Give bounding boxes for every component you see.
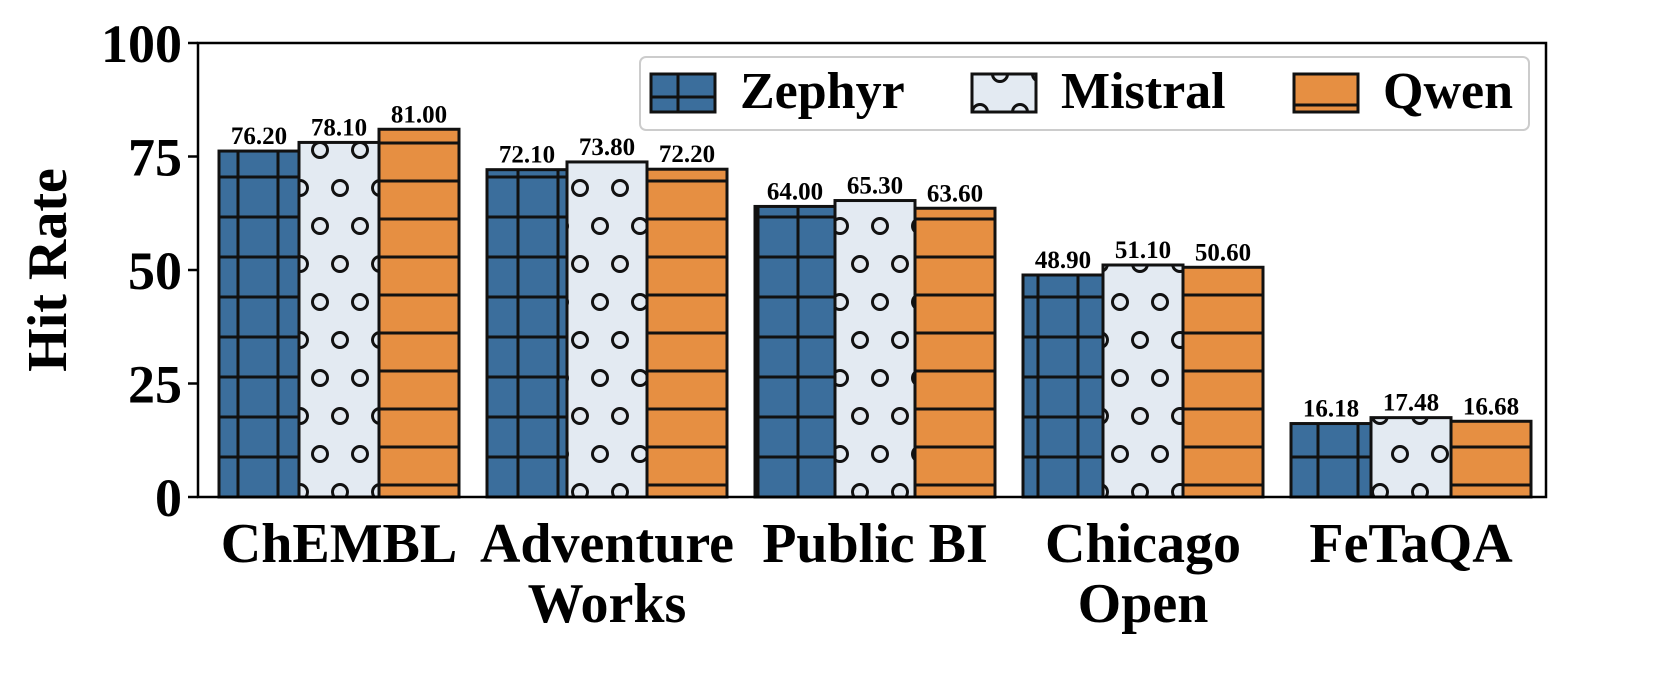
legend-label-qwen: Qwen <box>1383 63 1513 120</box>
bar-qwen <box>1449 419 1533 499</box>
y-axis: 0 25 50 75 100 <box>101 14 198 528</box>
data-label: 73.80 <box>579 134 635 161</box>
data-label: 48.90 <box>1035 247 1091 274</box>
bar-mistral <box>1369 416 1453 499</box>
data-label: 16.68 <box>1463 393 1519 420</box>
bar-qwen <box>377 127 461 499</box>
x-category-label: Works <box>528 573 687 635</box>
bar-mistral <box>833 199 917 499</box>
data-label: 72.10 <box>499 142 555 169</box>
bar-zephyr <box>217 149 301 499</box>
y-tick-label: 0 <box>155 468 182 528</box>
bar-qwen <box>645 167 729 499</box>
data-label: 78.10 <box>311 114 367 141</box>
bar-qwen <box>913 206 997 499</box>
bar-zephyr <box>1021 273 1105 499</box>
data-label: 65.30 <box>847 173 903 200</box>
data-label: 51.10 <box>1115 237 1171 264</box>
bar-mistral <box>297 140 381 499</box>
x-category-label: Chicago <box>1045 513 1241 575</box>
x-category-label: ChEMBL <box>221 513 458 575</box>
data-labels-layer: 76.20 78.10 81.00 72.10 73.80 72.20 64.00 65.30… <box>231 101 1519 422</box>
bar-zephyr <box>485 168 569 499</box>
legend-label-mistral: Mistral <box>1061 63 1226 120</box>
y-tick-label: 75 <box>128 128 182 188</box>
legend-swatch-mistral <box>970 72 1038 114</box>
x-category-label: Adventure <box>480 513 734 575</box>
data-label: 81.00 <box>391 101 447 128</box>
bar-zephyr <box>1289 422 1373 499</box>
bar-mistral <box>1101 263 1185 499</box>
bar-mistral <box>565 160 649 499</box>
y-tick-label: 25 <box>128 355 182 415</box>
legend-swatch-zephyr <box>649 72 717 114</box>
data-label: 63.60 <box>927 180 983 207</box>
legend-label-zephyr: Zephyr <box>740 63 905 120</box>
legend: Zephyr Mistral Qwen <box>639 56 1530 131</box>
bars-layer <box>217 127 1533 499</box>
data-label: 64.00 <box>767 178 823 205</box>
y-tick-label: 50 <box>128 241 182 301</box>
y-tick-label: 100 <box>101 14 182 74</box>
data-label: 76.20 <box>231 123 287 150</box>
data-label: 17.48 <box>1383 390 1439 417</box>
x-category-label: FeTaQA <box>1309 513 1513 575</box>
data-label: 16.18 <box>1303 396 1359 423</box>
data-label: 72.20 <box>659 141 715 168</box>
legend-swatch-qwen <box>1292 72 1360 114</box>
x-category-label: Public BI <box>762 513 988 575</box>
x-category-label: Open <box>1078 573 1209 635</box>
y-axis-title: Hit Rate <box>17 168 79 372</box>
bar-qwen <box>1181 265 1265 499</box>
bar-zephyr <box>753 204 837 499</box>
data-label: 50.60 <box>1195 239 1251 266</box>
